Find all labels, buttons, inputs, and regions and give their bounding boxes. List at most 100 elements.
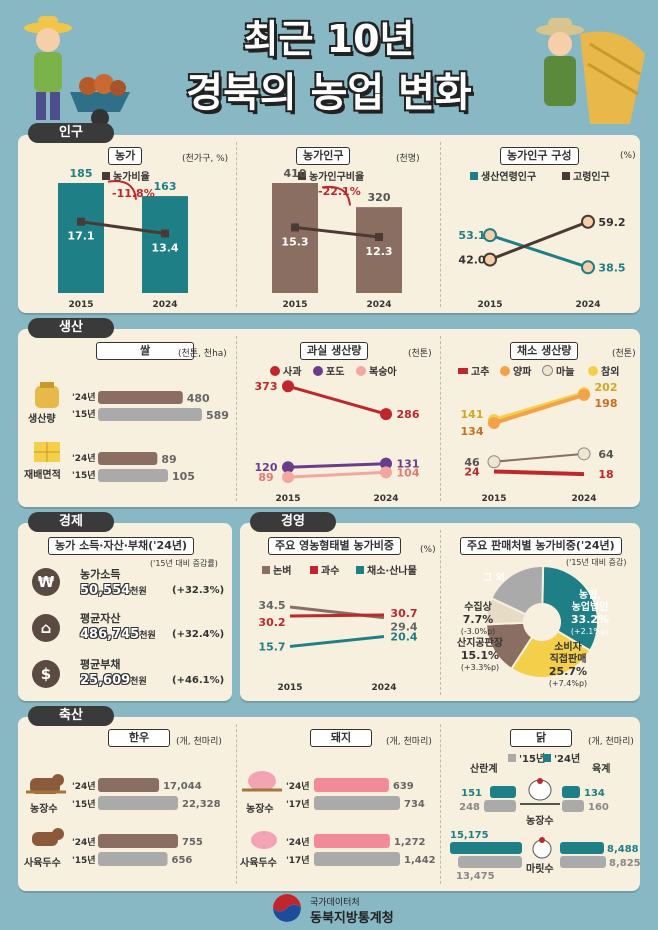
farm-pop-year-2024: 2024 <box>366 300 391 310</box>
section-livestock: 축산 <box>28 706 114 726</box>
farm-pop-ratio-label-2024: 12.3 <box>365 245 392 258</box>
hanwoo-heads-b-label: 656 <box>172 855 193 866</box>
section-population: 인구 <box>28 123 114 143</box>
chicken-broiler-farms-24-label: 134 <box>584 788 605 799</box>
veg-legend-pepper: 고추 <box>458 363 489 378</box>
rice-area-24-label: 89 <box>161 453 176 466</box>
assets-name: 평균자산 <box>80 612 121 625</box>
old-label-2015: 42.0 <box>458 254 485 267</box>
rice-title: 쌀 <box>96 342 194 360</box>
veg-onion-label-2015: 134 <box>461 425 484 438</box>
pig-heads-b-bar <box>314 852 400 866</box>
chicken-layer-farms-15-label: 248 <box>459 802 480 813</box>
hanwoo-title: 한우 <box>108 729 170 747</box>
farm-pop-unit: (천명) <box>396 154 420 164</box>
sales-change-0: (+2.1%p) <box>571 627 609 636</box>
sales-pct-3: 7.7% <box>463 613 494 626</box>
composition-title: 농가인구 구성 <box>500 147 579 165</box>
veg-garlic-label-2015: 46 <box>464 456 480 469</box>
economy-note: ('15년 대비 증감률) <box>150 559 218 568</box>
hanwoo-farms-year-b: '15년 <box>72 800 96 810</box>
section-management: 경영 <box>250 512 336 532</box>
fruit-peach-marker-2015 <box>282 471 294 484</box>
farm-pop-bar-label-2015: 410 <box>284 167 307 180</box>
pig-unit: (개, 천마리) <box>386 737 432 747</box>
farm-pop-legend: 농가인구비율 <box>298 168 364 183</box>
old-line <box>489 220 589 261</box>
chicken-icon <box>532 837 552 859</box>
farm-pop-bar-2015 <box>272 183 318 293</box>
old-marker-2015 <box>483 252 497 267</box>
type-veg-label-2024: 20.4 <box>390 631 417 644</box>
farms-change: -11.8% <box>112 187 155 200</box>
chicken-broiler-farms-24-bar <box>562 786 580 798</box>
farm-type-legend-veg: 채소·산나물 <box>356 562 417 577</box>
cow-icon <box>32 828 64 846</box>
type-year-2015: 2015 <box>277 683 302 693</box>
fruit-legend-grape: 포도 <box>313 363 344 378</box>
section-economy: 경제 <box>28 512 114 532</box>
sales-slice-0 <box>541 564 599 652</box>
veg-pepper-label-2024: 18 <box>598 468 613 481</box>
veg-onion-marker-2024 <box>578 388 590 401</box>
veg-pepper-line <box>493 469 585 477</box>
farm-pop-title: 농가인구 <box>296 147 351 165</box>
chicken-broiler-farms-15-label: 160 <box>588 802 609 813</box>
pig-farms-label: 농장수 <box>246 804 274 815</box>
hanwoo-farms-b-label: 22,328 <box>182 799 221 810</box>
chicken-unit: (개, 천마리) <box>588 737 634 747</box>
chicken-legend-24: '24년 <box>543 750 580 765</box>
sales-title: 주요 판매처별 농가비중('24년) <box>460 537 622 555</box>
farms-ratio-label-2015: 17.1 <box>67 230 94 243</box>
chicken-layer-farms-24-bar <box>490 786 516 798</box>
fruit-year-2015: 2015 <box>275 494 300 504</box>
farm-type-legend-rice: 논벼 <box>262 562 291 577</box>
chicken-broiler-farms-15-bar <box>562 800 584 812</box>
farmer-left-illustration <box>24 16 130 127</box>
veg-legend-onion: 양파 <box>500 363 531 378</box>
rice-output-15-label: 589 <box>206 409 229 422</box>
fruit-peach-label-2015: 89 <box>258 471 273 484</box>
farm-pop-bar-2024 <box>356 207 402 293</box>
pig-heads-year-a: '24년 <box>286 838 310 848</box>
hanwoo-unit: (개, 천마리) <box>176 737 222 747</box>
working-line <box>489 233 589 269</box>
rice-area-15-label: 105 <box>172 470 195 483</box>
pig-farms-b-bar <box>314 796 400 810</box>
composition-legend-working: 생산연령인구 <box>470 168 536 183</box>
sales-slice-1 <box>509 629 592 679</box>
rice-output-24-bar <box>98 391 183 404</box>
rice-output-label: 생산량 <box>28 414 56 425</box>
sales-name-3: 수집상 <box>464 600 492 613</box>
chicken-broiler-heads-15-bar <box>560 856 606 868</box>
fruit-unit: (천톤) <box>408 349 432 359</box>
farms-ratio-marker-2024 <box>161 229 169 238</box>
chicken-title: 닭 <box>510 729 572 747</box>
farms-bar-label-2024: 163 <box>154 180 177 193</box>
veg-year-2024: 2024 <box>571 494 596 504</box>
rice-output-15-bar <box>98 408 202 421</box>
sales-name-2: 산지공판장 <box>457 636 504 649</box>
fruit-apple-marker-2024 <box>380 408 392 421</box>
title-line1: 최근 10년 <box>243 17 415 61</box>
fruit-grape-label-2024: 131 <box>397 458 420 471</box>
fruit-grape-marker-2015 <box>282 461 294 474</box>
farms-bar-label-2015: 185 <box>70 167 93 180</box>
income-icon: ₩ <box>32 568 60 596</box>
farm-pop-bar-label-2024: 320 <box>368 191 391 204</box>
rice-area-label: 재배면적 <box>24 470 61 481</box>
farms-unit: (천가구, %) <box>182 154 229 164</box>
rice-output-year-a: '24년 <box>72 393 96 403</box>
rice-output-icon <box>35 382 59 408</box>
pig-title: 돼지 <box>310 729 372 747</box>
farms-year-2024: 2024 <box>152 300 177 310</box>
income-name: 농가소득 <box>80 568 121 581</box>
hanwoo-heads-a-bar <box>98 834 178 848</box>
farms-change-arrow <box>107 180 137 200</box>
pig-farms-year-b: '17년 <box>286 800 310 810</box>
rice-area-icon <box>34 442 60 462</box>
farms-bar-2024 <box>142 196 188 293</box>
working-marker-2024 <box>581 260 595 275</box>
